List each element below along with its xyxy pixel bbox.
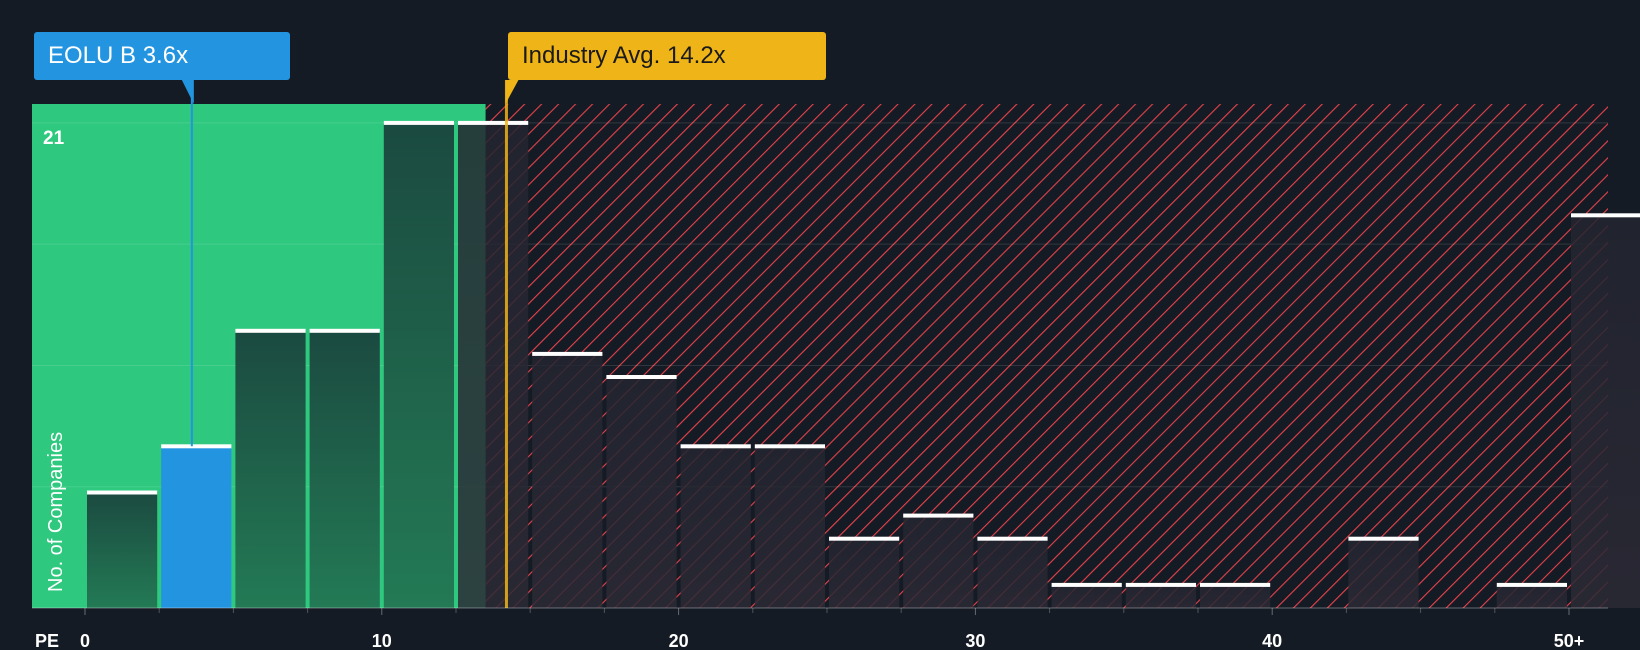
histogram-bar-cap-2: [235, 328, 306, 333]
histogram-bar-cap-11: [903, 513, 974, 518]
histogram-bar-cap-6: [532, 351, 603, 356]
histogram-bar-cap-19: [1496, 582, 1567, 587]
histogram-bar-12: [977, 538, 1048, 608]
histogram-bar-5: [458, 122, 529, 609]
histogram-bar-0: [87, 492, 158, 608]
histogram-bar-cap-4: [383, 120, 454, 125]
x-tick-label-4: 40: [1262, 631, 1282, 650]
histogram-bar-1: [161, 446, 232, 608]
industry-average-callout: Industry Avg. 14.2x: [508, 32, 826, 80]
x-tick-label-3: 30: [965, 631, 985, 650]
histogram-bar-15: [1200, 584, 1271, 608]
histogram-bar-3: [309, 330, 380, 608]
x-tick-label-5: 50+: [1554, 631, 1585, 650]
histogram-bar-2: [235, 330, 306, 608]
histogram-bar-9: [754, 446, 825, 608]
histogram-bar-cap-1: [161, 444, 232, 449]
histogram-bar-cap-15: [1200, 582, 1271, 587]
histogram-bar-cap-14: [1125, 582, 1196, 587]
y-tick-label-0: 21: [43, 128, 65, 149]
company-callout-pointer: [181, 80, 194, 104]
histogram-bar-8: [680, 446, 751, 608]
industry-callout-pointer: [505, 80, 519, 104]
histogram-bar-20: [1571, 215, 1640, 609]
histogram-bar-cap-10: [829, 536, 900, 541]
histogram-bar-cap-20: [1571, 213, 1640, 218]
histogram-bar-cap-7: [606, 375, 677, 379]
company-pe-callout: EOLU B 3.6x: [34, 32, 290, 80]
histogram-bar-cap-5: [458, 120, 529, 125]
histogram-bar-7: [606, 377, 677, 608]
histogram-bar-cap-9: [754, 444, 825, 449]
histogram-bar-13: [1051, 584, 1122, 608]
histogram-bar-cap-17: [1348, 536, 1419, 541]
x-tick-label-1: 10: [372, 631, 392, 650]
histogram-bar-14: [1125, 584, 1196, 608]
histogram-bar-10: [829, 538, 900, 608]
histogram-bar-cap-12: [977, 536, 1048, 541]
histogram-bar-6: [532, 353, 603, 608]
histogram-bar-17: [1348, 538, 1419, 608]
y-axis-title: No. of Companies: [45, 432, 67, 592]
x-axis-title: PE: [35, 631, 59, 650]
histogram-bar-cap-3: [309, 328, 380, 333]
histogram-bar-cap-13: [1051, 582, 1122, 587]
histogram-bar-cap-8: [680, 444, 751, 449]
histogram-bar-19: [1496, 584, 1567, 608]
histogram-bar-cap-0: [87, 490, 158, 495]
x-tick-label-0: 0: [80, 631, 90, 650]
histogram-bar-4: [383, 122, 454, 609]
histogram-bar-11: [903, 515, 974, 608]
x-tick-label-2: 20: [669, 631, 689, 650]
